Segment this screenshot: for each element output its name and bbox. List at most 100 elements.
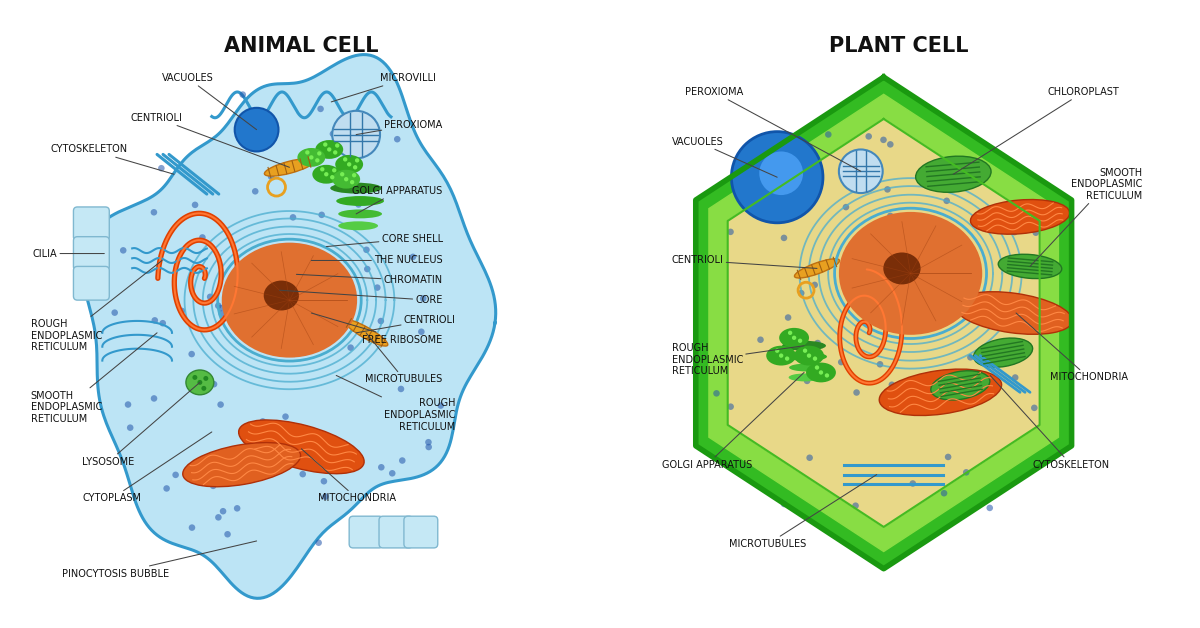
Circle shape: [884, 186, 890, 193]
Circle shape: [803, 349, 808, 353]
Circle shape: [865, 133, 872, 139]
Text: CYTOPLASM: CYTOPLASM: [83, 432, 212, 504]
Circle shape: [254, 452, 260, 459]
Circle shape: [328, 148, 331, 151]
Circle shape: [1012, 374, 1019, 381]
Circle shape: [292, 350, 298, 357]
Text: CORE SHELL: CORE SHELL: [326, 234, 443, 247]
Circle shape: [731, 132, 823, 223]
Circle shape: [317, 151, 322, 156]
Circle shape: [173, 472, 179, 478]
Ellipse shape: [998, 254, 1062, 279]
Text: GOLGI APPARATUS: GOLGI APPARATUS: [353, 186, 443, 214]
Circle shape: [332, 111, 380, 158]
Circle shape: [179, 308, 185, 314]
Circle shape: [425, 439, 432, 445]
Circle shape: [798, 338, 803, 343]
Circle shape: [792, 335, 797, 340]
Circle shape: [206, 293, 214, 300]
Circle shape: [967, 354, 973, 360]
Circle shape: [151, 317, 158, 323]
Text: FREE RIBOSOME: FREE RIBOSOME: [311, 313, 443, 345]
Circle shape: [853, 389, 860, 396]
Circle shape: [932, 387, 938, 393]
Ellipse shape: [839, 212, 983, 335]
Circle shape: [323, 143, 328, 147]
Circle shape: [199, 234, 205, 241]
Ellipse shape: [788, 374, 822, 381]
Ellipse shape: [782, 341, 826, 350]
Circle shape: [815, 365, 820, 370]
Circle shape: [880, 136, 887, 143]
Circle shape: [394, 136, 401, 143]
Text: SMOOTH
ENDOPLASMIC
RETICULUM: SMOOTH ENDOPLASMIC RETICULUM: [31, 333, 157, 424]
Circle shape: [332, 168, 336, 173]
Circle shape: [224, 531, 230, 538]
Circle shape: [240, 91, 246, 98]
Polygon shape: [727, 119, 1039, 527]
FancyBboxPatch shape: [349, 516, 383, 548]
Ellipse shape: [239, 420, 364, 474]
Circle shape: [910, 480, 916, 487]
Circle shape: [259, 418, 266, 425]
Polygon shape: [696, 77, 1072, 569]
Ellipse shape: [335, 155, 364, 174]
Text: CYTOSKELETON: CYTOSKELETON: [990, 376, 1110, 470]
Circle shape: [775, 349, 779, 353]
Circle shape: [438, 403, 444, 409]
Circle shape: [197, 380, 203, 385]
FancyBboxPatch shape: [73, 207, 109, 241]
Ellipse shape: [916, 156, 991, 192]
Circle shape: [330, 131, 336, 137]
Circle shape: [887, 213, 894, 219]
Text: GOLGI APPARATUS: GOLGI APPARATUS: [661, 372, 804, 470]
Circle shape: [188, 524, 196, 531]
Circle shape: [364, 266, 371, 273]
Ellipse shape: [954, 291, 1073, 334]
Ellipse shape: [312, 165, 341, 183]
Ellipse shape: [330, 183, 382, 193]
Ellipse shape: [880, 369, 1002, 416]
Circle shape: [322, 494, 329, 500]
Circle shape: [317, 106, 324, 112]
Text: ROUGH
ENDOPLASMIC
RETICULUM: ROUGH ENDOPLASMIC RETICULUM: [336, 376, 456, 431]
Circle shape: [757, 337, 763, 343]
Circle shape: [217, 401, 224, 408]
FancyBboxPatch shape: [379, 516, 413, 548]
Circle shape: [235, 108, 278, 151]
Text: CYTOSKELETON: CYTOSKELETON: [50, 144, 174, 174]
Circle shape: [811, 281, 818, 288]
Circle shape: [364, 247, 370, 253]
Circle shape: [217, 305, 224, 311]
Text: CENTRIOLI: CENTRIOLI: [672, 256, 817, 268]
Text: SMOOTH
ENDOPLASMIC
RETICULUM: SMOOTH ENDOPLASMIC RETICULUM: [1030, 168, 1142, 266]
Text: PLANT CELL: PLANT CELL: [829, 36, 968, 57]
Circle shape: [282, 413, 289, 420]
Text: ROUGH
ENDOPLASMIC
RETICULUM: ROUGH ENDOPLASMIC RETICULUM: [672, 343, 804, 376]
Circle shape: [322, 313, 328, 320]
Circle shape: [310, 155, 313, 160]
Ellipse shape: [794, 259, 840, 278]
Text: CORE: CORE: [280, 290, 443, 305]
Circle shape: [824, 373, 829, 377]
Circle shape: [378, 318, 384, 324]
Circle shape: [941, 490, 947, 497]
Circle shape: [192, 202, 198, 208]
Circle shape: [806, 354, 811, 358]
Circle shape: [268, 173, 275, 180]
Text: MITOCHONDRIA: MITOCHONDRIA: [301, 449, 396, 504]
Circle shape: [160, 320, 166, 327]
Text: CENTRIOLI: CENTRIOLI: [130, 113, 289, 167]
Circle shape: [1031, 404, 1038, 411]
Ellipse shape: [794, 346, 824, 365]
Circle shape: [316, 158, 319, 163]
Circle shape: [347, 162, 352, 166]
Circle shape: [215, 303, 222, 309]
Circle shape: [910, 269, 917, 276]
Circle shape: [962, 469, 970, 475]
Circle shape: [877, 361, 883, 367]
Ellipse shape: [790, 364, 824, 372]
Circle shape: [353, 165, 358, 170]
Circle shape: [300, 471, 306, 477]
Circle shape: [234, 505, 240, 512]
